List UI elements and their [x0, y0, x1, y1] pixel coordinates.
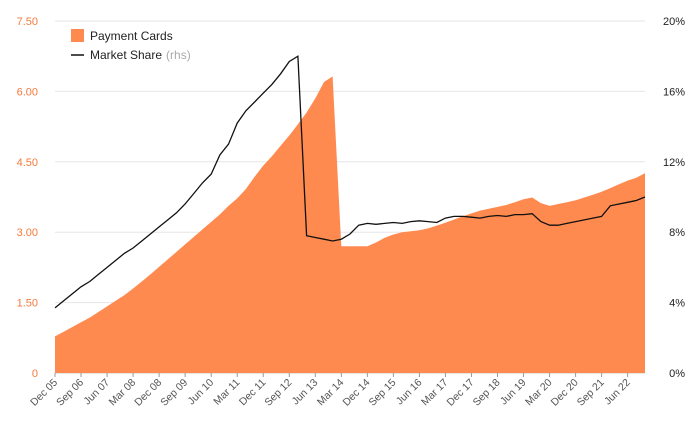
x-tick-label: Jun 22 [602, 377, 633, 408]
x-tick-label: Dec 20 [549, 377, 581, 409]
x-tick-label: Dec 17 [445, 377, 477, 409]
payment-cards-area [55, 76, 645, 374]
x-tick-label: Jun 10 [186, 377, 217, 408]
x-tick-label: Sep 18 [471, 377, 503, 409]
x-tick-label: Sep 15 [366, 377, 398, 409]
x-tick-label: Mar 08 [107, 377, 139, 409]
left-tick-label: 4.50 [17, 157, 38, 169]
x-tick-label: Sep 21 [575, 377, 607, 409]
legend-label-payment-cards: Payment Cards [90, 29, 173, 43]
x-tick-label: Sep 06 [54, 377, 86, 409]
legend-label-market-share: Market Share (rhs) [90, 48, 191, 62]
left-axis-ticks: 0 1.50 3.00 4.50 6.00 7.50 [17, 16, 38, 380]
left-tick-label: 7.50 [17, 16, 38, 28]
right-tick-label: 20% [663, 16, 685, 28]
left-tick-label: 6.00 [17, 86, 38, 98]
left-tick-label: 3.00 [17, 227, 38, 239]
x-tick-label: Mar 17 [419, 377, 451, 409]
left-tick-label: 0 [32, 368, 38, 380]
right-tick-label: 4% [669, 298, 685, 310]
legend-market-share-text: Market Share [90, 48, 162, 62]
left-tick-label: 1.50 [17, 298, 38, 310]
right-tick-label: 12% [663, 157, 685, 169]
right-tick-label: 0% [669, 368, 685, 380]
x-tick-label: Dec 14 [340, 377, 372, 409]
right-tick-label: 8% [669, 227, 685, 239]
x-tick-label: Sep 09 [158, 377, 190, 409]
legend-swatch-payment-cards [71, 29, 84, 42]
x-tick-label: Jun 13 [290, 377, 321, 408]
x-tick-label: Sep 12 [262, 377, 294, 409]
x-tick-label: Dec 05 [28, 377, 60, 409]
x-tick-label: Jun 07 [81, 377, 112, 408]
market-share-line [54, 55, 646, 309]
x-tick-label: Dec 11 [237, 377, 269, 409]
legend: Payment Cards Market Share (rhs) [71, 29, 191, 62]
x-tick-label: Jun 19 [498, 377, 529, 408]
right-tick-label: 16% [663, 86, 685, 98]
legend-rhs-note: (rhs) [166, 48, 191, 62]
x-tick-label: Jun 16 [394, 377, 425, 408]
x-tick-label: Mar 14 [315, 377, 347, 409]
x-tick-label: Mar 20 [523, 377, 555, 409]
x-tick-label: Mar 11 [211, 377, 242, 408]
x-tick-label: Dec 08 [132, 377, 164, 409]
right-axis-ticks: 0% 4% 8% 12% 16% 20% [663, 16, 685, 380]
